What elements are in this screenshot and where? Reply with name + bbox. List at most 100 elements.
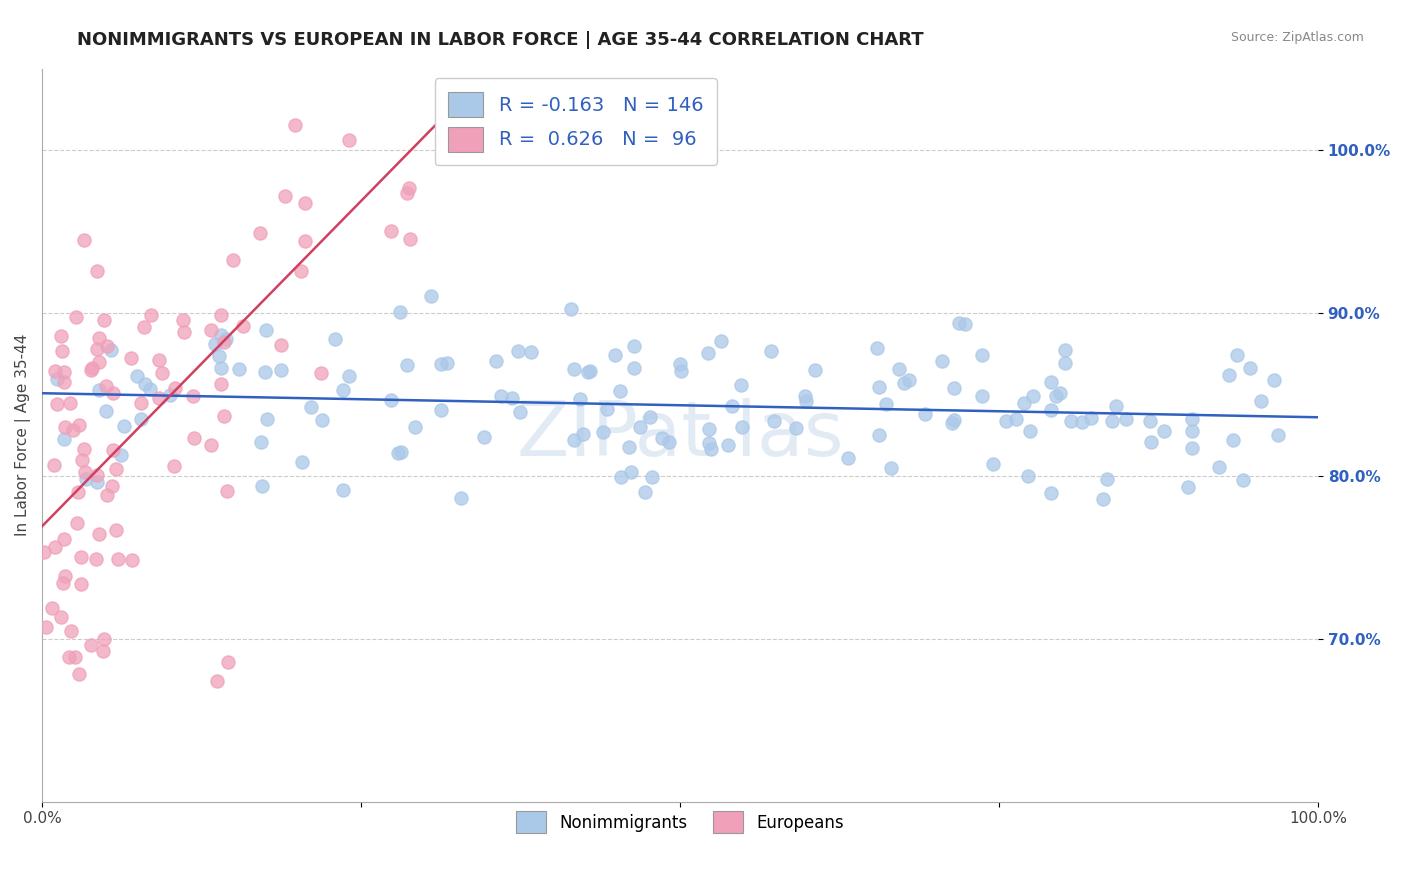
Point bbox=[887, 361, 910, 376]
Point bbox=[148, 391, 170, 405]
Point bbox=[1060, 413, 1083, 427]
Point bbox=[163, 458, 186, 473]
Point bbox=[53, 533, 76, 547]
Point bbox=[65, 310, 87, 325]
Point bbox=[112, 419, 135, 434]
Legend: Nonimmigrants, Europeans: Nonimmigrants, Europeans bbox=[505, 800, 855, 845]
Point bbox=[294, 195, 316, 210]
Point bbox=[1053, 343, 1076, 357]
Point bbox=[1005, 412, 1028, 426]
Point bbox=[291, 455, 314, 469]
Point bbox=[380, 392, 402, 407]
Point bbox=[697, 346, 720, 360]
Point bbox=[395, 186, 418, 201]
Point bbox=[52, 433, 75, 447]
Point bbox=[73, 465, 96, 479]
Point bbox=[214, 409, 236, 423]
Point bbox=[110, 448, 132, 462]
Point bbox=[134, 376, 156, 391]
Point bbox=[32, 545, 55, 559]
Point bbox=[311, 413, 333, 427]
Point bbox=[623, 338, 645, 352]
Point bbox=[1140, 434, 1163, 449]
Point bbox=[948, 316, 970, 330]
Point bbox=[51, 328, 73, 343]
Point bbox=[107, 551, 129, 566]
Point bbox=[250, 479, 273, 493]
Point bbox=[181, 389, 204, 403]
Point bbox=[94, 379, 117, 393]
Point bbox=[129, 395, 152, 409]
Point bbox=[221, 47, 243, 62]
Point bbox=[284, 118, 307, 132]
Point bbox=[520, 344, 543, 359]
Point bbox=[794, 393, 817, 408]
Point bbox=[717, 438, 740, 452]
Point bbox=[93, 632, 115, 646]
Point bbox=[1053, 356, 1076, 370]
Point bbox=[560, 301, 582, 316]
Point bbox=[474, 430, 496, 444]
Point bbox=[399, 232, 422, 246]
Point bbox=[981, 457, 1004, 471]
Point bbox=[200, 323, 222, 337]
Point bbox=[103, 442, 125, 457]
Point bbox=[1222, 433, 1244, 447]
Point bbox=[610, 470, 633, 484]
Point bbox=[270, 338, 292, 352]
Point bbox=[73, 233, 96, 247]
Point bbox=[562, 361, 585, 376]
Point bbox=[96, 488, 118, 502]
Point bbox=[387, 446, 409, 460]
Point bbox=[868, 380, 890, 394]
Point bbox=[1153, 424, 1175, 438]
Point bbox=[897, 373, 920, 387]
Point bbox=[697, 435, 720, 450]
Point bbox=[955, 317, 977, 331]
Point bbox=[406, 0, 429, 8]
Point bbox=[941, 416, 963, 430]
Point bbox=[299, 401, 322, 415]
Point bbox=[404, 419, 426, 434]
Point bbox=[762, 414, 785, 428]
Point bbox=[669, 357, 692, 371]
Point bbox=[84, 552, 107, 566]
Point bbox=[228, 362, 250, 376]
Point bbox=[450, 491, 472, 505]
Point bbox=[148, 352, 170, 367]
Point bbox=[578, 364, 600, 378]
Point bbox=[65, 649, 87, 664]
Point bbox=[804, 363, 827, 377]
Point bbox=[970, 348, 993, 362]
Point bbox=[1040, 402, 1063, 417]
Point bbox=[45, 372, 67, 386]
Point bbox=[323, 332, 346, 346]
Point bbox=[163, 381, 186, 395]
Point bbox=[405, 24, 427, 38]
Point bbox=[1101, 414, 1123, 428]
Point bbox=[436, 356, 458, 370]
Point bbox=[41, 600, 63, 615]
Point bbox=[1181, 412, 1204, 426]
Point bbox=[96, 339, 118, 353]
Point bbox=[209, 327, 232, 342]
Point bbox=[398, 180, 420, 194]
Point bbox=[100, 343, 122, 357]
Point bbox=[617, 440, 640, 454]
Point bbox=[430, 402, 453, 417]
Point bbox=[491, 389, 513, 403]
Point bbox=[866, 341, 889, 355]
Point bbox=[337, 369, 360, 384]
Point bbox=[44, 458, 66, 472]
Point bbox=[183, 431, 205, 445]
Point bbox=[576, 365, 599, 379]
Point bbox=[506, 343, 529, 358]
Point bbox=[311, 366, 333, 380]
Point bbox=[837, 451, 859, 466]
Point bbox=[657, 435, 679, 450]
Point bbox=[592, 425, 614, 440]
Point bbox=[49, 610, 72, 624]
Point bbox=[699, 442, 721, 456]
Point bbox=[139, 309, 162, 323]
Point bbox=[53, 375, 76, 389]
